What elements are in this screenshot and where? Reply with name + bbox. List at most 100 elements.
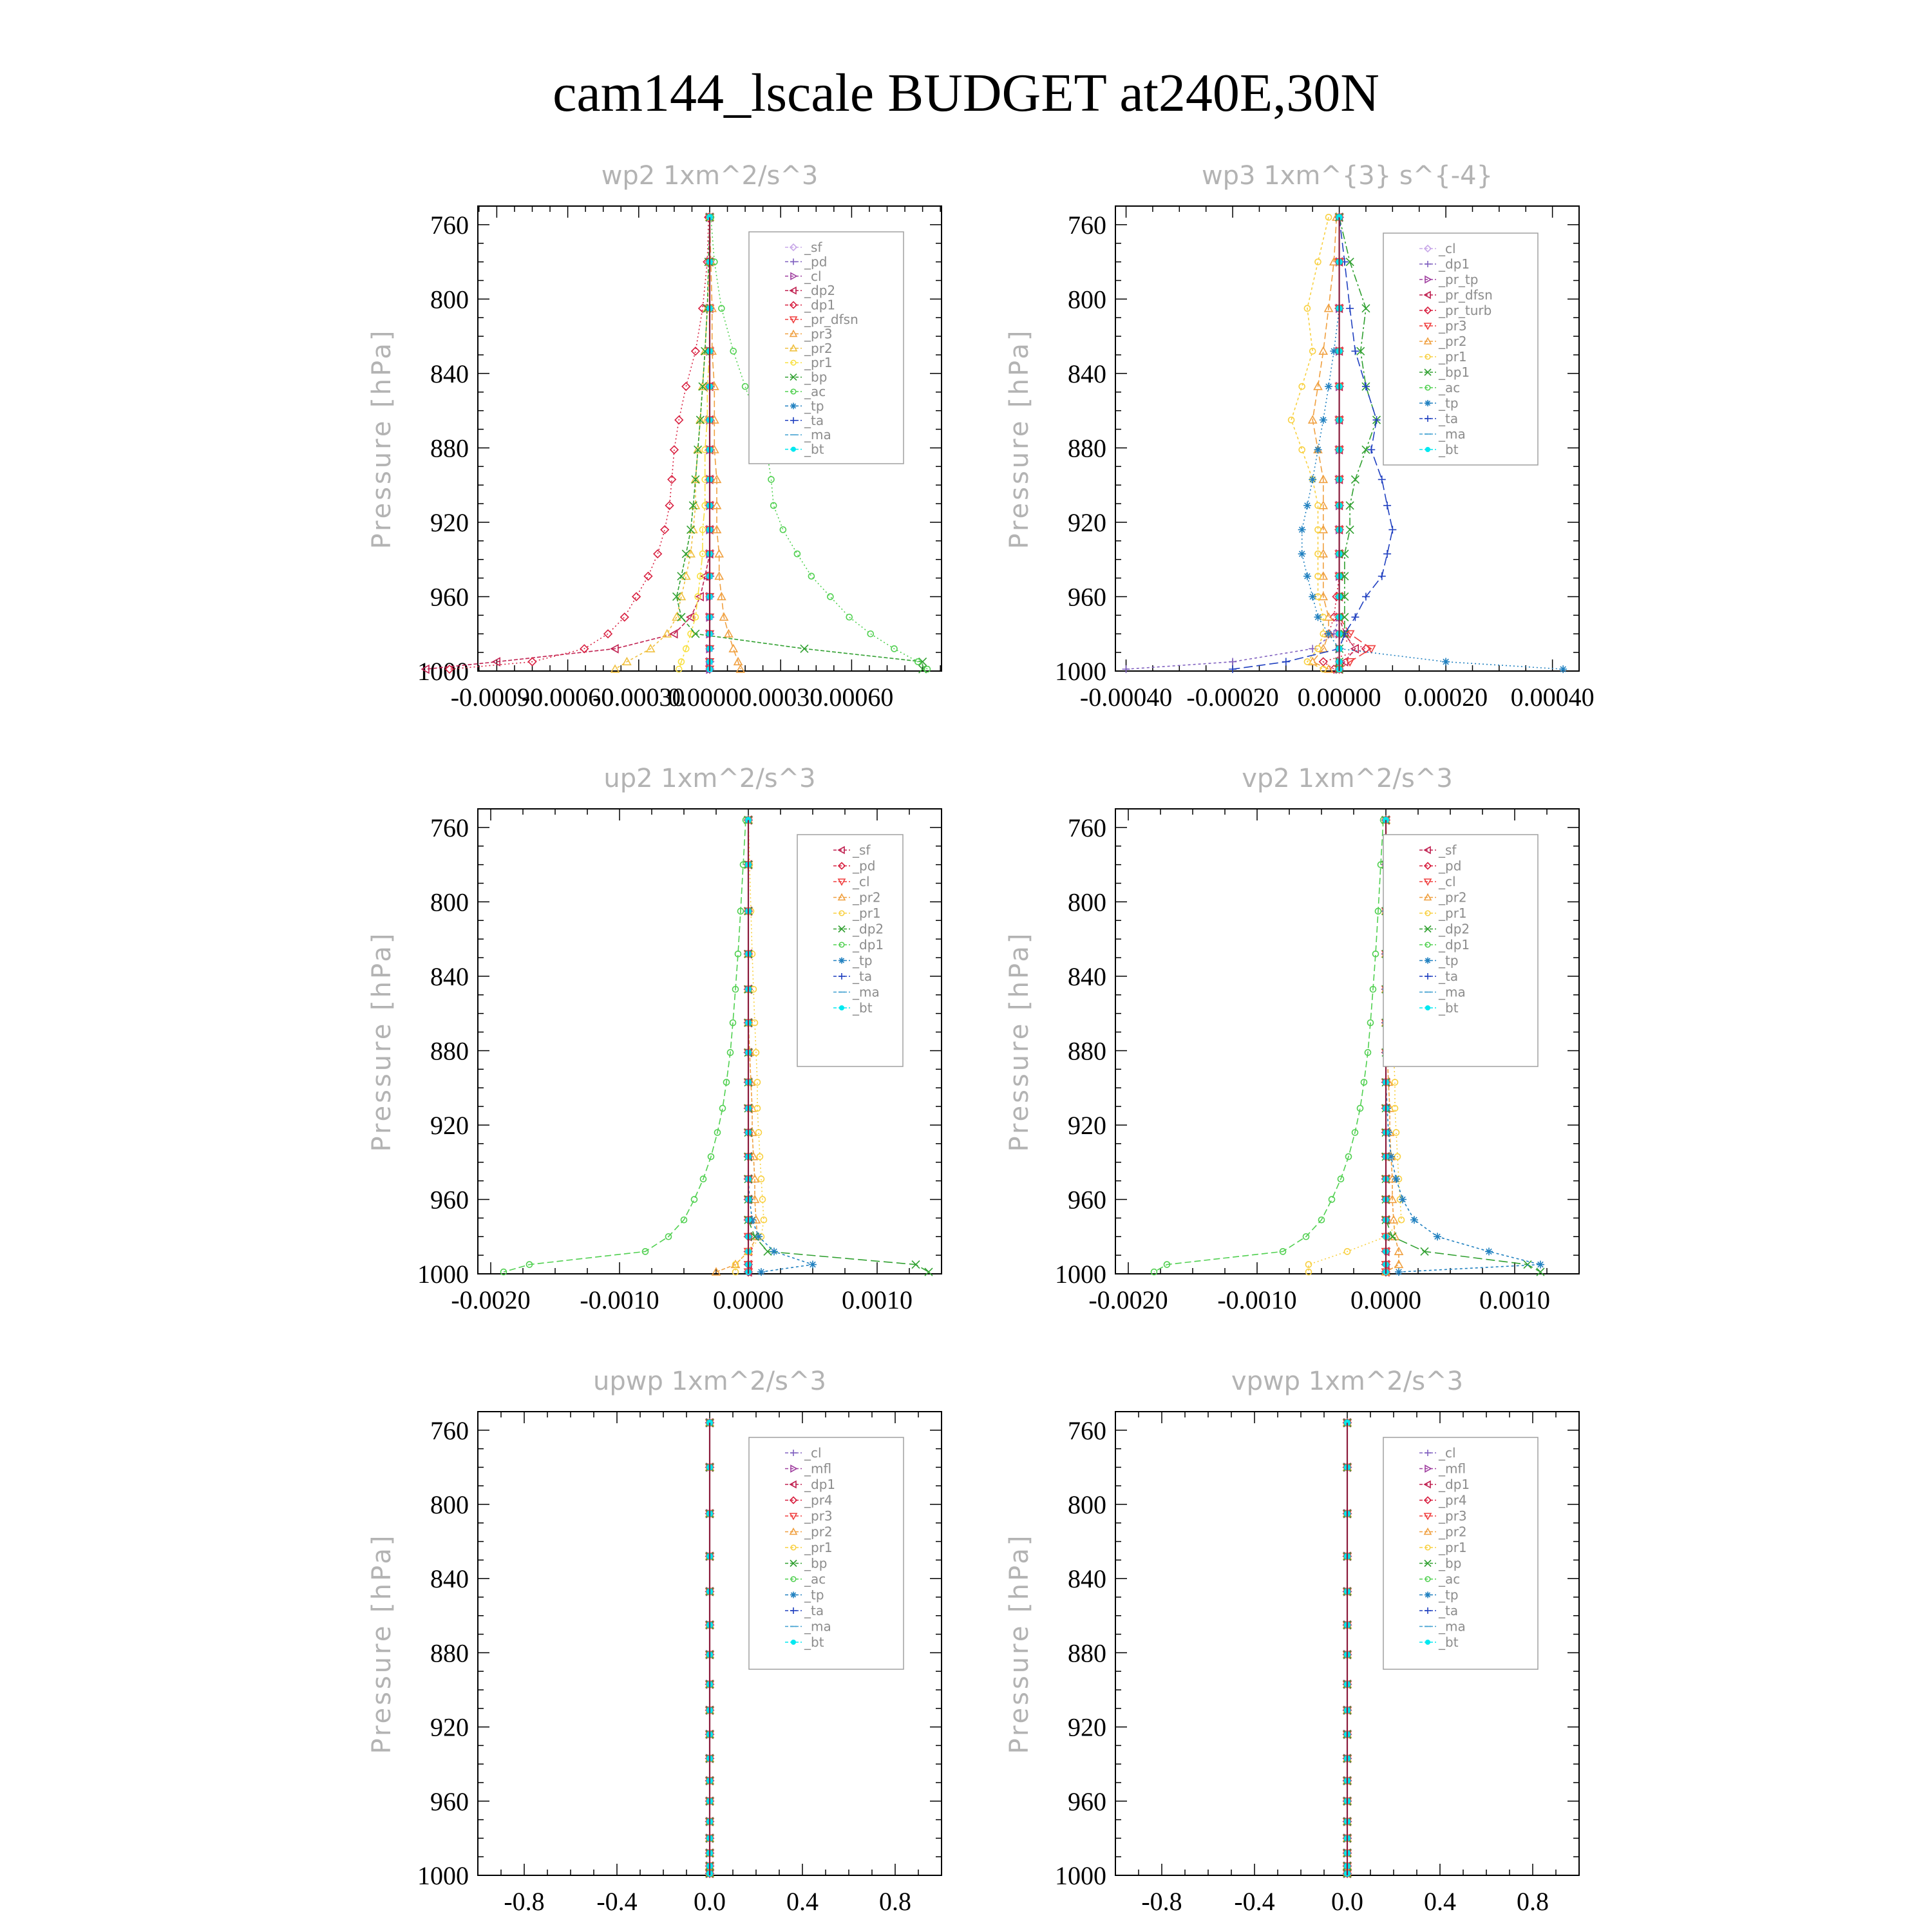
data-point [1372, 950, 1379, 958]
data-point [827, 593, 834, 600]
x-tick-label: 0.00040 [1511, 683, 1595, 712]
legend-box [1383, 834, 1539, 1067]
series-bp1 [1335, 213, 1381, 674]
data-point [421, 664, 430, 674]
legend-marker [1423, 323, 1432, 330]
legend-marker [790, 1544, 797, 1551]
legend: _cl_mfl_dp1_pr4_pr3_pr2_pr1_bp_ac_tp_ta_… [748, 1437, 904, 1670]
legend-entry-pr2: _pr2 [785, 1524, 833, 1540]
legend-marker [790, 402, 797, 410]
legend-label: _mfl [1438, 1461, 1466, 1477]
legend-entry-pr2: _pr2 [1419, 1524, 1467, 1540]
y-tick-label: 760 [430, 211, 469, 240]
y-tick-label: 960 [430, 1787, 469, 1816]
data-point [737, 907, 744, 915]
legend-label: _ta [1438, 969, 1458, 984]
y-tick-label: 960 [1068, 582, 1106, 611]
data-point [793, 550, 801, 558]
data-point [1303, 501, 1311, 509]
data-point [669, 629, 678, 639]
legend-label: _ma [1438, 985, 1466, 1000]
data-point [752, 1049, 760, 1056]
legend-entry-ma: _ma [785, 1619, 831, 1634]
series-pr3 [705, 212, 746, 673]
series-pr1 [732, 817, 768, 1276]
y-tick-label: 960 [1068, 1185, 1106, 1214]
legend-marker [789, 1496, 798, 1504]
legend: _sf_pd_cl_pr2_pr1_dp2_dp1_tp_ta_ma_bt [1383, 834, 1539, 1067]
data-point [800, 644, 809, 653]
y-tick-label: 920 [430, 1111, 469, 1140]
legend-entry-pd: _pd [833, 858, 875, 874]
legend-entry-pr1: _pr1 [1419, 1540, 1467, 1555]
legend-entry-sf: _sf [785, 240, 822, 255]
data-point [733, 656, 743, 666]
panel-grid: wp2 1xm^2/s^3 Pressure [hPa] 760 800 840 880 9… [367, 161, 1595, 1916]
legend-marker [838, 942, 845, 948]
legend-entry-cl: _cl [1419, 1445, 1456, 1461]
data-point [1319, 416, 1327, 424]
legend-marker [789, 316, 798, 324]
legend-marker [790, 374, 797, 381]
x-tick-label: 0.0 [1331, 1887, 1363, 1916]
legend-label: _pr2 [1438, 1524, 1467, 1540]
legend-entry-cl: _cl [1419, 874, 1456, 889]
y-tick-label: 1000 [1055, 657, 1106, 686]
legend: _sf_pd_cl_pr2_pr1_dp2_dp1_tp_ta_ma_bt [797, 834, 904, 1067]
y-axis-label: Pressure [hPa] [1005, 1533, 1034, 1754]
y-tick-label: 920 [430, 508, 469, 537]
y-tick-label: 800 [430, 1490, 469, 1519]
legend-label: _dp1 [1438, 256, 1470, 272]
legend-label: _pr4 [804, 1493, 833, 1508]
legend-label: _cl [804, 1445, 822, 1461]
data-point [1351, 1129, 1359, 1136]
legend-entry-bt: _bt [785, 1634, 824, 1650]
data-point [753, 1079, 761, 1086]
series-line [735, 820, 764, 1273]
legend-label: _pr1 [852, 905, 881, 921]
legend-entry-sf: _sf [833, 842, 871, 858]
series-line [1291, 217, 1329, 670]
legend-marker [1423, 1513, 1432, 1520]
data-point [911, 1260, 920, 1269]
data-point [1388, 1215, 1399, 1224]
legend: _cl_dp1_pr_tp_pr_dfsn_pr_turb_pr3_pr2_pr… [1383, 232, 1539, 466]
data-point [1328, 1196, 1336, 1203]
data-point [694, 445, 703, 454]
legend-entry-pr2: _pr2 [1419, 334, 1467, 349]
legend-box [748, 1437, 904, 1670]
legend-marker [1425, 261, 1431, 267]
legend-label: _tp [804, 398, 824, 413]
series-pr2 [711, 815, 762, 1276]
legend-marker [1425, 973, 1431, 980]
legend-label: _pd [852, 858, 875, 874]
data-point [1345, 658, 1355, 667]
data-point [693, 444, 703, 453]
y-tick-label: 800 [430, 887, 469, 916]
series-line [449, 217, 709, 670]
legend-entry-ta: _ta [833, 969, 872, 984]
data-point [734, 950, 742, 958]
legend: _sf_pd_cl_dp2_dp1_pr_dfsn_pr3_pr2_pr1_bp… [748, 231, 904, 464]
legend-marker [1425, 354, 1431, 360]
x-tick-label: 0.4 [786, 1887, 819, 1916]
legend-entry-mfl: _mfl [785, 1461, 831, 1477]
legend-entry-dp1: _dp1 [1419, 937, 1470, 952]
legend-label: _dp2 [804, 283, 835, 298]
y-axis-label: Pressure [hPa] [367, 328, 397, 549]
x-tick-label: -0.00020 [1186, 683, 1278, 712]
legend-marker [838, 925, 846, 933]
data-point [732, 1268, 739, 1276]
legend-marker [789, 286, 797, 295]
series-line [1338, 217, 1378, 670]
data-point [1282, 658, 1290, 666]
legend-entry-pr_dfsn: _pr_dfsn [785, 312, 858, 327]
data-point [686, 549, 696, 558]
y-tick-label: 1000 [417, 1861, 469, 1890]
legend-marker [1425, 1450, 1431, 1456]
legend-entry-dp2: _dp2 [1419, 922, 1470, 937]
legend-marker [790, 1591, 797, 1598]
data-point [1340, 572, 1349, 581]
legend-label: _dp1 [1438, 1477, 1470, 1492]
